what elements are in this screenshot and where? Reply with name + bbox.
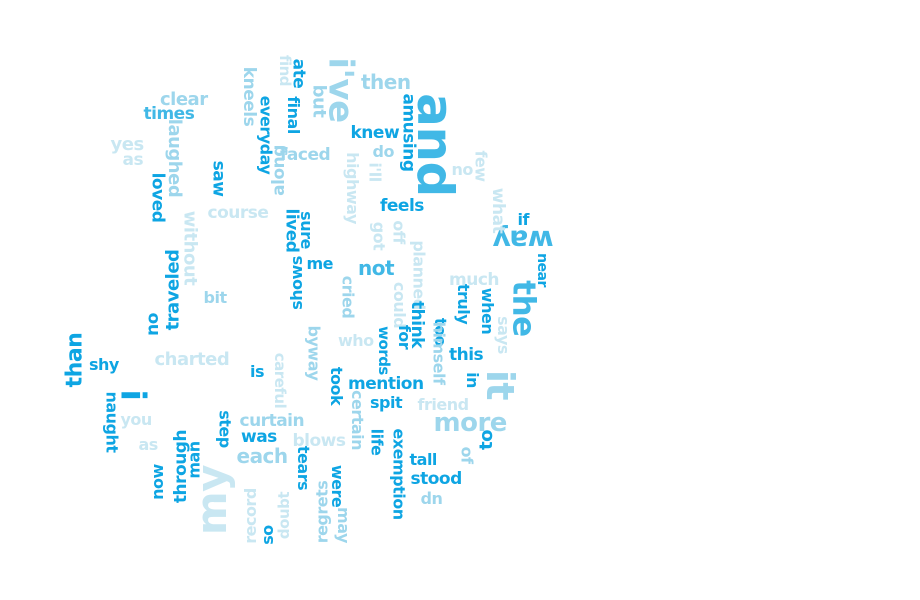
cloud-word: what (487, 187, 508, 233)
cloud-word: for (395, 324, 415, 350)
cloud-word: laughed (164, 118, 186, 198)
cloud-word: so (257, 525, 277, 545)
cloud-word: ate (288, 58, 309, 88)
cloud-word: step (215, 410, 235, 448)
cloud-word: doubt (274, 491, 293, 539)
cloud-word: as (138, 435, 159, 454)
cloud-word: but (307, 84, 329, 118)
cloud-word: took (327, 366, 347, 406)
cloud-word: record (240, 488, 260, 544)
cloud-word: cried (337, 275, 357, 319)
cloud-word: saw (208, 160, 229, 196)
cloud-word: do (372, 142, 395, 161)
cloud-word: kneels (238, 66, 259, 126)
cloud-word: of (456, 446, 476, 464)
cloud-word: spit (370, 393, 403, 412)
cloud-word: tears (294, 445, 314, 491)
cloud-word: mention (348, 373, 424, 394)
cloud-word: along (268, 144, 289, 196)
cloud-word: life (366, 428, 386, 456)
cloud-word: to (475, 430, 497, 450)
cloud-word: exemption (389, 428, 409, 520)
cloud-word: careful (270, 352, 289, 408)
cloud-word: truly (454, 283, 474, 325)
cloud-word: than (61, 332, 87, 388)
cloud-word: when (478, 287, 498, 335)
cloud-word: loved (147, 172, 168, 222)
cloud-word: near (533, 253, 550, 287)
cloud-word: as (122, 149, 144, 170)
cloud-word: were (328, 464, 348, 508)
cloud-word: bit (203, 288, 228, 307)
cloud-word: tall (409, 450, 438, 469)
cloud-word: sure (296, 211, 316, 249)
cloud-word: was (241, 426, 277, 447)
cloud-word: times (143, 103, 195, 124)
cloud-word: who (338, 331, 374, 350)
cloud-word: no (451, 160, 474, 179)
cloud-word: few (471, 150, 491, 182)
cloud-word: me (306, 254, 334, 273)
cloud-word: if (517, 210, 530, 229)
cloud-word: is (250, 362, 265, 381)
cloud-word: highway (342, 152, 362, 224)
cloud-word: curtain (239, 410, 305, 431)
cloud-word: got (368, 221, 388, 251)
cloud-word: off (389, 220, 409, 244)
cloud-word: shows (286, 256, 306, 310)
cloud-word: friend (417, 395, 470, 414)
cloud-word: more (433, 408, 508, 438)
cloud-word: knew (350, 122, 400, 143)
cloud-word: may (333, 507, 353, 543)
cloud-word: traveled (161, 249, 183, 331)
cloud-word: feels (380, 195, 424, 216)
cloud-word: now (147, 464, 167, 500)
cloud-word: not (358, 256, 395, 280)
cloud-word: much (449, 269, 500, 290)
cloud-word: could (390, 281, 410, 329)
cloud-word: you (120, 410, 153, 429)
cloud-word: blows (292, 430, 347, 451)
cloud-word: in (462, 372, 482, 388)
cloud-word: this (449, 344, 484, 365)
cloud-word: words (374, 325, 393, 375)
cloud-word: planned (409, 240, 429, 310)
cloud-word: up (421, 491, 443, 510)
cloud-word: byway (303, 325, 323, 381)
cloud-word: himself (428, 321, 448, 385)
cloud-word: clear (160, 89, 208, 110)
cloud-word: naught (102, 391, 122, 453)
cloud-word: yes (110, 134, 145, 155)
cloud-word: each (236, 444, 289, 468)
cloud-word: course (207, 202, 269, 223)
cloud-word: then (361, 70, 411, 94)
cloud-word: charted (154, 349, 230, 370)
cloud-word: shy (89, 355, 119, 374)
cloud-word: stood (410, 468, 463, 489)
cloud-word: says (493, 316, 513, 354)
cloud-word: certain (348, 389, 368, 451)
cloud-word: it (478, 369, 523, 401)
cloud-word: man (184, 441, 204, 479)
cloud-word: i'll (365, 162, 385, 182)
cloud-word: amusing (398, 92, 419, 172)
cloud-word: no (142, 312, 163, 336)
cloud-word: faced (280, 144, 331, 165)
cloud-word: final (283, 96, 303, 134)
